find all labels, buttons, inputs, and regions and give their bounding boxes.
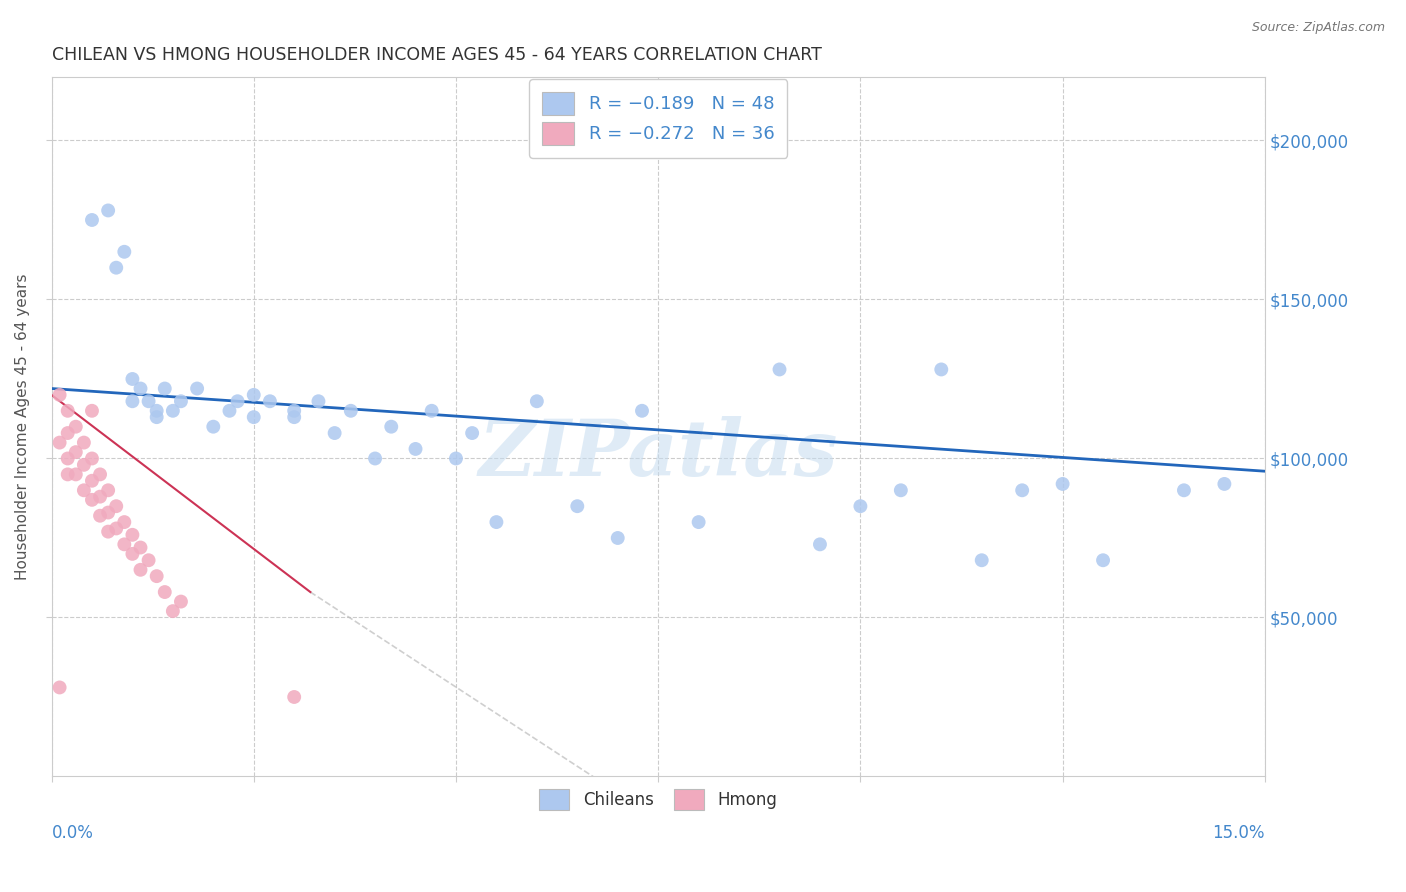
Point (80, 492, 103, 507)
Point (567, 499, 589, 513)
Point (80, 451, 103, 466)
Point (153, 382, 176, 396)
Point (405, 442, 427, 456)
Point (129, 382, 152, 396)
Point (631, 404, 654, 418)
Point (340, 404, 363, 418)
Text: 15.0%: 15.0% (1212, 824, 1265, 842)
Point (145, 569, 167, 583)
Point (138, 394, 160, 409)
Point (129, 563, 152, 577)
Point (121, 372, 143, 386)
Point (138, 553, 160, 567)
Text: 0.0%: 0.0% (52, 824, 93, 842)
Point (97, 483, 120, 498)
Point (153, 585, 176, 599)
Point (170, 394, 193, 409)
Point (48, 435, 70, 450)
Text: CHILEAN VS HMONG HOUSEHOLDER INCOME AGES 45 - 64 YEARS CORRELATION CHART: CHILEAN VS HMONG HOUSEHOLDER INCOME AGES… (52, 46, 821, 64)
Point (112, 537, 135, 551)
Point (485, 515, 508, 529)
Point (970, 553, 993, 567)
Legend: Chileans, Hmong: Chileans, Hmong (533, 782, 783, 817)
Point (606, 531, 628, 545)
Point (283, 404, 305, 418)
Point (56, 404, 79, 418)
Point (65, 467, 87, 482)
Point (461, 425, 484, 440)
Point (112, 244, 135, 259)
Point (283, 690, 305, 704)
Point (112, 515, 135, 529)
Point (929, 362, 952, 376)
Point (242, 410, 264, 425)
Point (1173, 483, 1195, 498)
Point (56, 425, 79, 440)
Point (48, 681, 70, 695)
Point (56, 467, 79, 482)
Point (170, 594, 193, 608)
Point (259, 394, 281, 409)
Point (202, 419, 225, 434)
Point (162, 604, 184, 618)
Point (890, 483, 912, 498)
Point (218, 404, 240, 418)
Point (380, 419, 402, 434)
Point (97, 524, 120, 539)
Point (97, 203, 120, 218)
Point (121, 547, 143, 561)
Point (73, 458, 96, 472)
Point (145, 410, 167, 425)
Point (808, 537, 831, 551)
Point (65, 419, 87, 434)
Point (80, 404, 103, 418)
Point (186, 382, 208, 396)
Text: Source: ZipAtlas.com: Source: ZipAtlas.com (1251, 21, 1385, 34)
Point (129, 541, 152, 555)
Point (89, 490, 111, 504)
Point (364, 451, 387, 466)
Point (65, 445, 87, 459)
Point (80, 213, 103, 227)
Point (105, 521, 128, 535)
Point (73, 483, 96, 498)
Point (420, 404, 443, 418)
Text: ZIPatlas: ZIPatlas (478, 417, 838, 493)
Point (89, 508, 111, 523)
Point (242, 388, 264, 402)
Point (849, 499, 872, 513)
Point (97, 506, 120, 520)
Point (323, 425, 346, 440)
Point (162, 404, 184, 418)
Point (307, 394, 329, 409)
Point (283, 410, 305, 425)
Point (768, 362, 790, 376)
Point (73, 435, 96, 450)
Point (121, 528, 143, 542)
Point (80, 474, 103, 488)
Point (1092, 553, 1115, 567)
Point (226, 394, 249, 409)
Point (121, 394, 143, 409)
Point (105, 499, 128, 513)
Point (48, 388, 70, 402)
Point (145, 404, 167, 418)
Point (444, 451, 467, 466)
Point (105, 260, 128, 275)
Point (688, 515, 710, 529)
Point (526, 394, 548, 409)
Y-axis label: Householder Income Ages 45 - 64 years: Householder Income Ages 45 - 64 years (15, 274, 30, 580)
Point (56, 451, 79, 466)
Point (1011, 483, 1033, 498)
Point (89, 467, 111, 482)
Point (1213, 477, 1236, 491)
Point (1052, 477, 1074, 491)
